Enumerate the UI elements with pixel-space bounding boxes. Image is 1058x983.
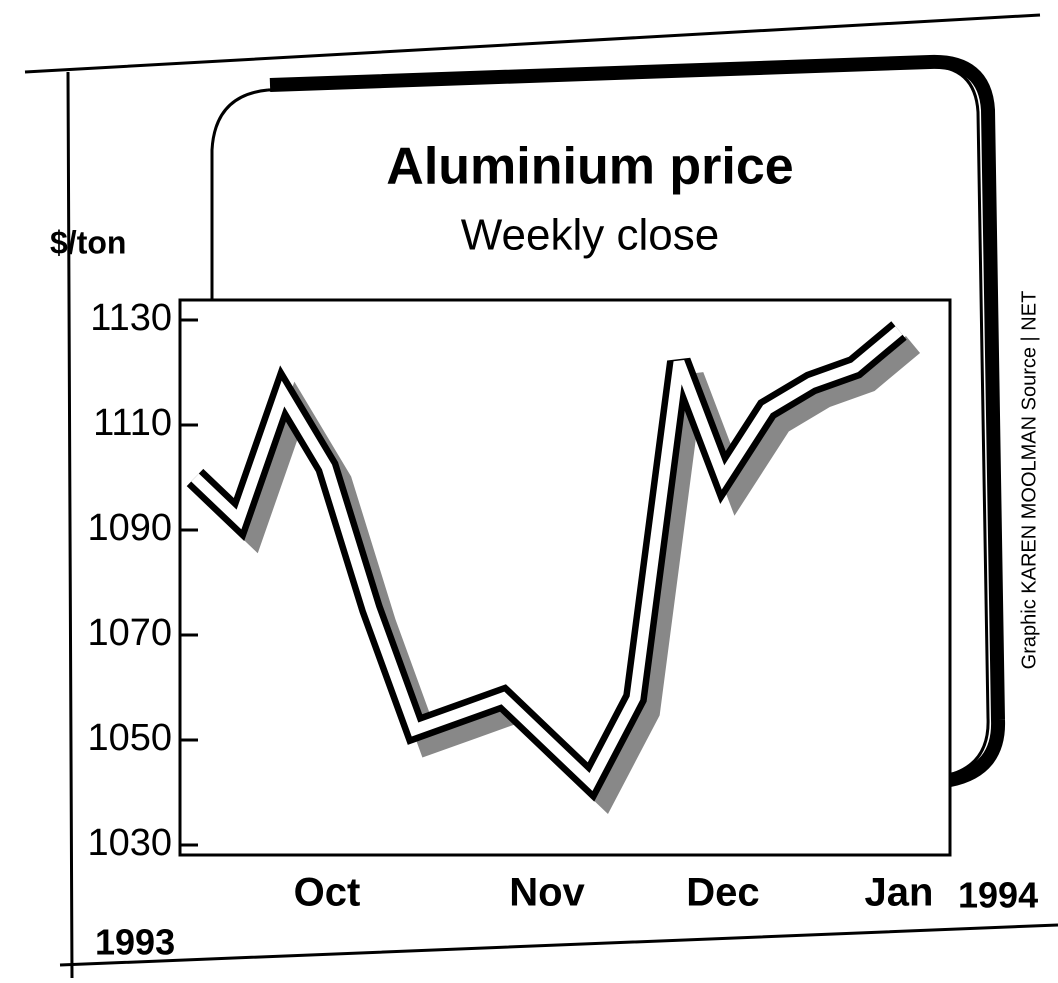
y-tick-label: 1130 xyxy=(90,297,172,339)
y-tick-label: 1070 xyxy=(87,612,172,654)
y-tick-label: 1050 xyxy=(87,717,172,759)
x-tick-label: Jan xyxy=(865,871,934,915)
line xyxy=(191,326,903,792)
chart-title: Aluminium price xyxy=(386,138,793,196)
card xyxy=(210,64,990,778)
outer-frame xyxy=(24,13,1058,979)
x-tick-label: Nov xyxy=(509,871,585,915)
x-year-label: 1994 xyxy=(958,875,1038,916)
x-year-label: 1993 xyxy=(95,922,175,963)
chart-subtitle: Weekly close xyxy=(461,211,719,260)
x-tick-label: Oct xyxy=(294,871,361,915)
credit: Graphic KAREN MOOLMAN Source | NET xyxy=(1018,291,1040,670)
y-tick-label: 1090 xyxy=(87,507,172,549)
x-tick-label: Dec xyxy=(686,871,759,915)
y-axis-label: $/ton xyxy=(50,224,126,260)
y-tick-label: 1030 xyxy=(87,822,172,864)
y-tick-label: 1110 xyxy=(93,402,172,444)
card-shadow xyxy=(269,54,1006,787)
